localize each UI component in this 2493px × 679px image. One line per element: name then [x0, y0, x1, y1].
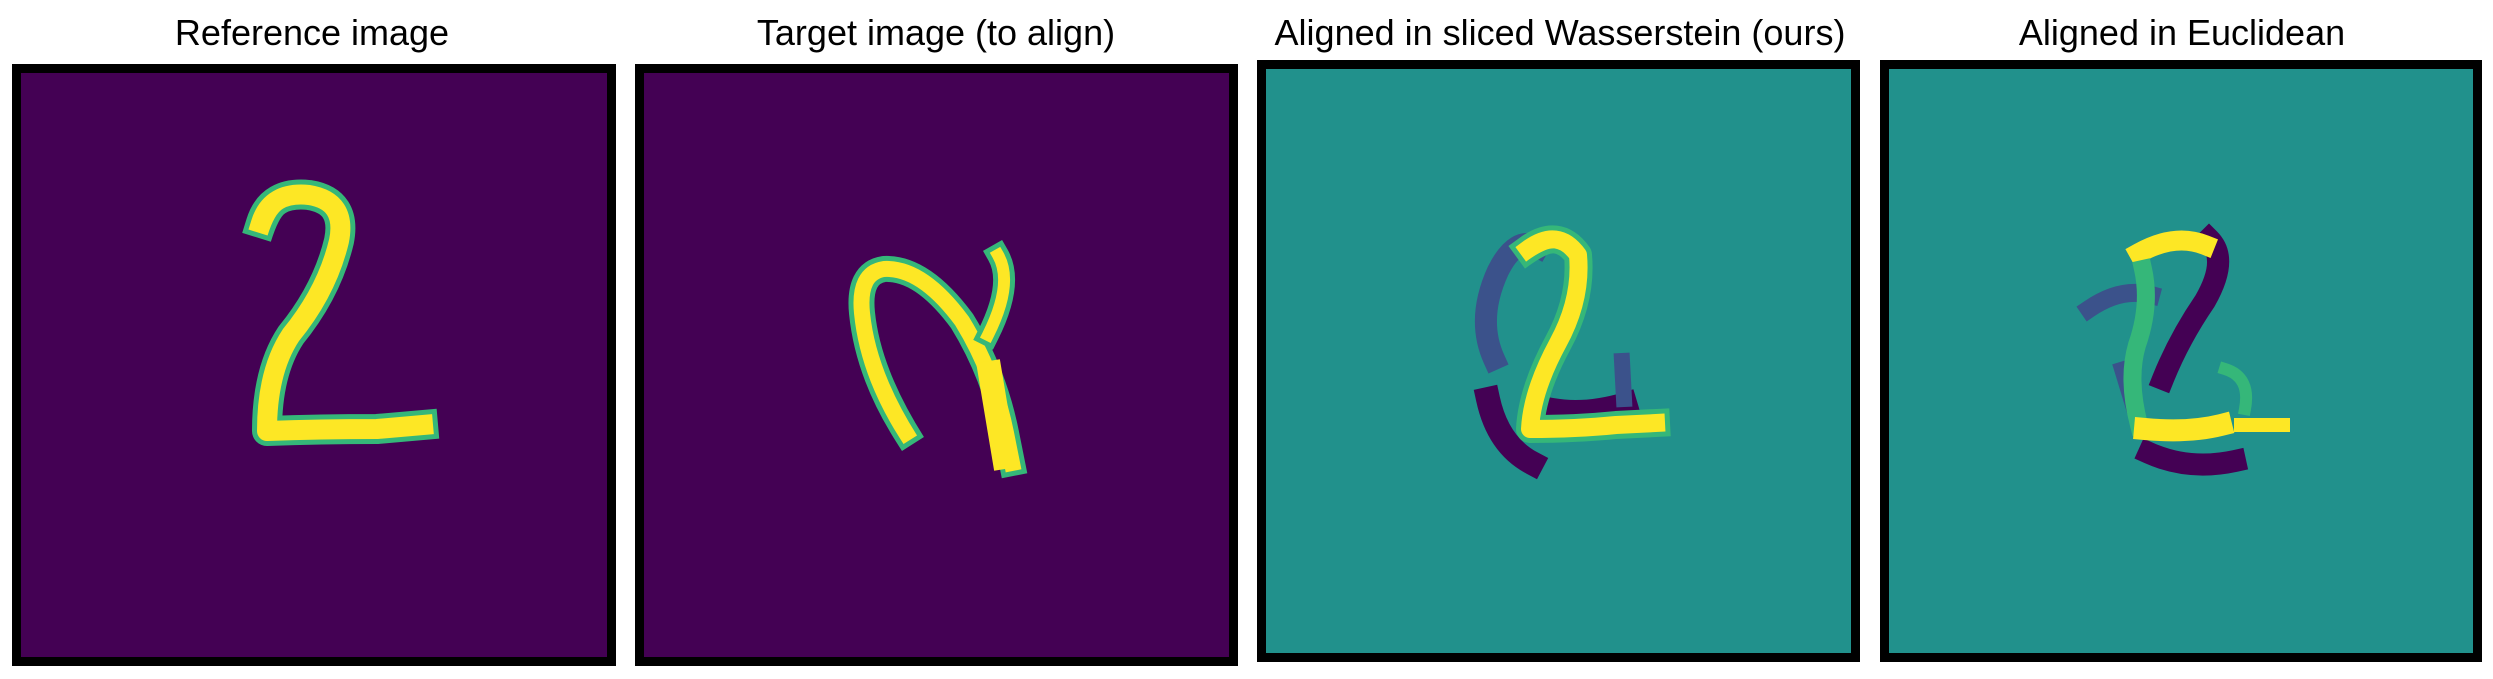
euclidean-aligned-panel [1880, 60, 2482, 662]
panel-title-target: Target image (to align) [756, 12, 1116, 53]
target-image-background [644, 73, 1229, 657]
digit-two-reference-image [242, 179, 440, 446]
aligned-digit-sliced-wasserstein [1473, 225, 1671, 480]
aligned-digit-euclidean [2076, 223, 2290, 476]
sliced-wasserstein-aligned-panel [1257, 60, 1860, 662]
panel-title-euclidean: Aligned in Euclidean [2018, 12, 2346, 53]
target-image-panel [635, 64, 1238, 666]
reference-image-background [21, 73, 607, 657]
panel-title-sliced-wasserstein: Aligned in sliced Wasserstein (ours) [1274, 12, 1846, 53]
digit-two-target-image [848, 239, 1028, 479]
panel-title-reference: Reference image [174, 12, 450, 53]
reference-image-panel [12, 64, 616, 666]
